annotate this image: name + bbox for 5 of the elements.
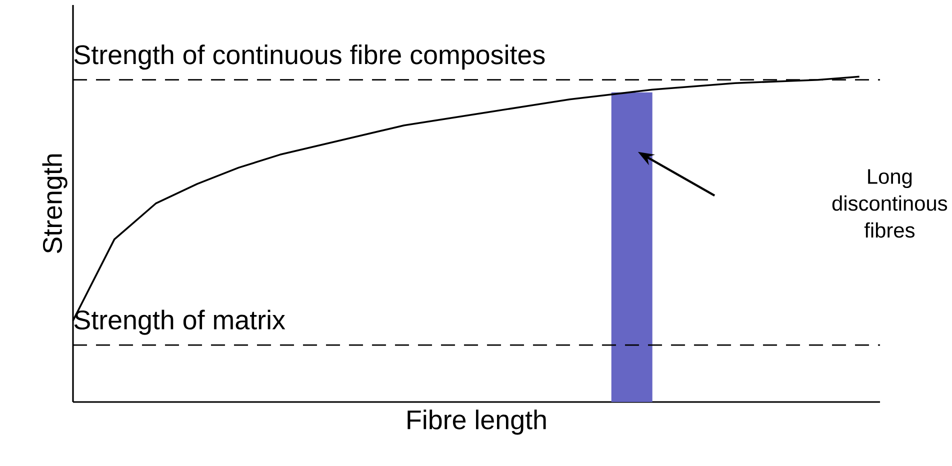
y-axis-title: Strength (42, 154, 68, 254)
x-axis-title: Fibre length (408, 410, 546, 435)
ref-line-label: Strength of continuous fibre composites (74, 44, 545, 70)
annotation: Long discontinous fibres (832, 169, 948, 238)
ref-line-label: Strength of matrix (74, 310, 286, 335)
